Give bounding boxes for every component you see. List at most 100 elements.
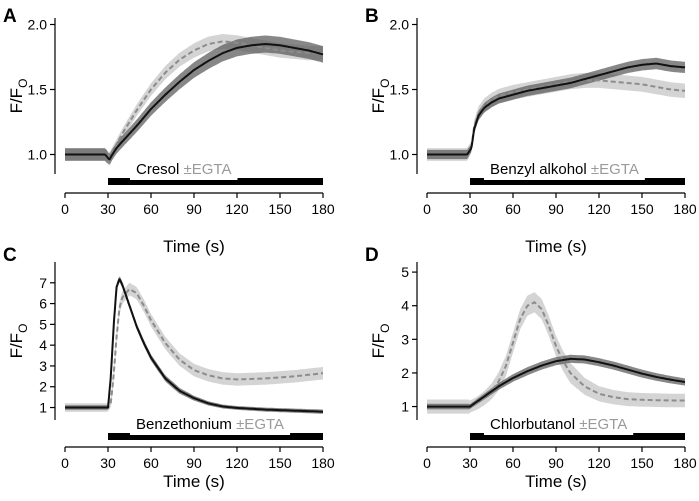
treatment-label: ±EGTA	[184, 161, 232, 178]
sem-band-egta	[65, 282, 323, 412]
stimulus-label: Chlorbutanol ±EGTA	[490, 416, 627, 433]
panel-c: C 1 2 3 4 5 6 7 F/FO Benzethonium ±EGTA 0 30 60 90 120…	[3, 245, 335, 491]
x-tick-label: 30	[462, 201, 478, 217]
x-tick-label: 90	[548, 201, 564, 217]
stimulus-name: Chlorbutanol	[490, 416, 579, 433]
panel-letter: D	[365, 245, 379, 266]
panel-d: D 1 2 3 4 5 F/FO Chlorbutanol ±EGTA 0 30 60 90 120 15…	[365, 245, 697, 491]
x-tick-label: 120	[225, 455, 249, 471]
y-tick-label: 2.0	[390, 17, 410, 33]
y-tick-label: 6	[39, 296, 47, 312]
x-axis-title: Time (s)	[163, 472, 225, 491]
y-axis-title-main: F/F	[369, 333, 388, 359]
x-tick-label: 150	[630, 455, 654, 471]
x-tick-label: 0	[61, 201, 69, 217]
y-tick-label: 1.5	[390, 82, 410, 98]
series-line-egta	[427, 79, 686, 156]
x-tick-label: 180	[311, 455, 335, 471]
sem-band-egta	[427, 292, 685, 414]
x-tick-label: 90	[186, 455, 202, 471]
y-tick-label: 2.0	[28, 17, 48, 33]
y-axis-title-main: F/F	[7, 88, 26, 114]
y-tick-label: 3	[39, 358, 47, 374]
sem-band-egta	[427, 72, 685, 161]
x-tick-label: 180	[311, 201, 335, 217]
treatment-label: ±EGTA	[579, 416, 627, 433]
y-axis-title: F/FO	[7, 79, 30, 114]
treatment-label: ±EGTA	[591, 161, 639, 178]
y-tick-label: 5	[401, 264, 409, 280]
treatment-label: ±EGTA	[236, 416, 284, 433]
x-axis-title: Time (s)	[163, 237, 225, 256]
x-tick-label: 120	[587, 455, 611, 471]
y-tick-label: 4	[401, 298, 409, 314]
series-line-control	[65, 42, 324, 161]
y-axis-title: F/FO	[369, 79, 392, 114]
x-tick-label: 90	[186, 201, 202, 217]
stimulus-label-background	[130, 414, 291, 435]
x-tick-label: 60	[505, 455, 521, 471]
y-tick-label: 7	[39, 275, 47, 291]
stimulus-label-background	[484, 159, 645, 180]
x-tick-label: 180	[673, 201, 697, 217]
y-axis-title-sub: O	[378, 324, 392, 333]
panel-letter: C	[3, 245, 17, 266]
y-tick-label: 1.5	[28, 82, 48, 98]
y-axis-title-main: F/F	[7, 333, 26, 359]
x-tick-label: 150	[630, 201, 654, 217]
x-tick-label: 0	[423, 201, 431, 217]
stimulus-label: Cresol ±EGTA	[136, 161, 231, 178]
y-axis-title: F/FO	[7, 324, 30, 359]
stimulus-label-background	[484, 414, 634, 435]
x-tick-label: 150	[268, 201, 292, 217]
y-tick-label: 1	[401, 399, 409, 415]
x-tick-label: 120	[225, 201, 249, 217]
sem-band-control	[427, 57, 685, 160]
series-line-control	[427, 357, 686, 408]
x-axis-title: Time (s)	[525, 237, 587, 256]
y-tick-label: 3	[401, 331, 409, 347]
y-axis-title-sub: O	[16, 79, 30, 88]
x-axis-title: Time (s)	[525, 472, 587, 491]
panel-a: A 1.0 1.5 2.0 F/FO Cresol ±EGTA 0 30 60 90 120 150 1…	[3, 6, 335, 256]
x-tick-label: 30	[462, 455, 478, 471]
stimulus-label: Benzyl alkohol ±EGTA	[490, 161, 639, 178]
y-tick-label: 1.0	[28, 147, 48, 163]
y-axis-title-sub: O	[378, 79, 392, 88]
sem-band-control	[65, 276, 323, 414]
stimulus-bar	[470, 433, 685, 440]
y-axis-title-sub: O	[16, 324, 30, 333]
y-tick-label: 5	[39, 316, 47, 332]
x-tick-label: 120	[587, 201, 611, 217]
panel-letter: B	[365, 6, 379, 27]
stimulus-bar	[108, 433, 323, 440]
y-tick-label: 2	[39, 379, 47, 395]
panel-b: B 1.0 1.5 2.0 F/FO Benzyl alkohol ±EGTA 0 30 60 9…	[365, 6, 697, 256]
y-tick-label: 1.0	[390, 147, 410, 163]
stimulus-bar	[108, 178, 323, 185]
y-axis-title-main: F/F	[369, 88, 388, 114]
x-tick-label: 60	[143, 201, 159, 217]
x-tick-label: 30	[100, 201, 116, 217]
stimulus-label-background	[130, 159, 238, 180]
stimulus-label: Benzethonium ±EGTA	[136, 416, 284, 433]
x-tick-label: 60	[143, 455, 159, 471]
y-axis-title: F/FO	[369, 324, 392, 359]
series-line-egta	[65, 287, 324, 409]
y-tick-label: 1	[39, 400, 47, 416]
x-tick-label: 180	[673, 455, 697, 471]
x-tick-label: 0	[61, 455, 69, 471]
panel-letter: A	[3, 6, 17, 27]
x-tick-label: 0	[423, 455, 431, 471]
stimulus-name: Benzethonium	[136, 416, 236, 433]
x-tick-label: 60	[505, 201, 521, 217]
y-tick-label: 4	[39, 337, 47, 353]
x-tick-label: 90	[548, 455, 564, 471]
y-tick-label: 2	[401, 365, 409, 381]
series-line-control	[427, 62, 686, 156]
x-tick-label: 150	[268, 455, 292, 471]
stimulus-name: Cresol	[136, 161, 184, 178]
stimulus-bar	[470, 178, 685, 185]
stimulus-name: Benzyl alkohol	[490, 161, 591, 178]
